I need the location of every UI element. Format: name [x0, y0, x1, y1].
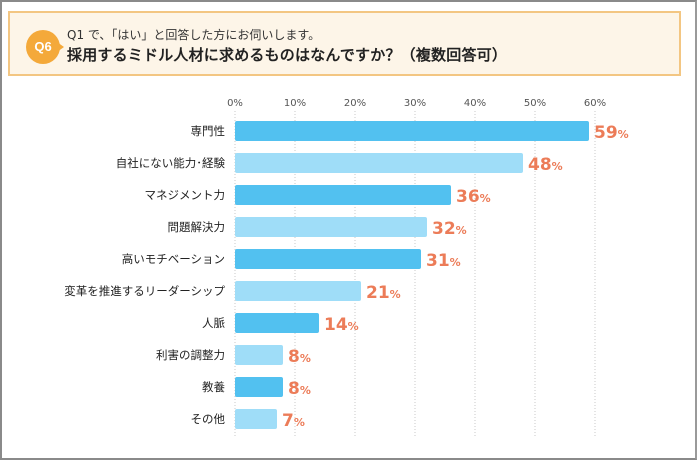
data-label-unit: % — [552, 160, 563, 173]
bar — [235, 377, 283, 397]
bar — [235, 185, 451, 205]
data-label-unit: % — [390, 288, 401, 301]
data-label-value: 14 — [324, 315, 348, 335]
question-header: Q6 Q1 で、「はい」と回答した方にお伺いします。 採用するミドル人材に求める… — [8, 11, 681, 76]
data-label: 8% — [288, 347, 311, 367]
x-tick-label: 60% — [584, 98, 606, 109]
x-tick-label: 0% — [227, 98, 243, 109]
data-label-value: 8 — [288, 347, 300, 367]
bar — [235, 121, 589, 141]
category-label: 利害の調整力 — [156, 348, 225, 362]
data-label-unit: % — [294, 416, 305, 429]
data-label-value: 7 — [282, 411, 294, 431]
category-label: 自社にない能力･経験 — [116, 156, 226, 170]
data-label: 8% — [288, 379, 311, 399]
data-label-value: 31 — [426, 251, 450, 271]
data-label-value: 48 — [528, 155, 552, 175]
data-label-unit: % — [456, 224, 467, 237]
data-label: 31% — [426, 251, 461, 271]
bar — [235, 153, 523, 173]
data-label-unit: % — [480, 192, 491, 205]
x-tick-label: 50% — [524, 98, 546, 109]
category-label: 専門性 — [191, 124, 226, 138]
data-label-unit: % — [618, 128, 629, 141]
x-tick-label: 40% — [464, 98, 486, 109]
category-label: 変革を推進するリーダーシップ — [64, 284, 225, 298]
data-label-unit: % — [300, 352, 311, 365]
data-label: 21% — [366, 283, 401, 303]
data-label: 32% — [432, 219, 467, 239]
bar — [235, 409, 277, 429]
data-label: 7% — [282, 411, 305, 431]
category-label: 人脈 — [202, 316, 225, 330]
data-label-value: 36 — [456, 187, 480, 207]
data-label-unit: % — [300, 384, 311, 397]
data-label-unit: % — [348, 320, 359, 333]
data-label-value: 21 — [366, 283, 390, 303]
question-subtitle: Q1 で、「はい」と回答した方にお伺いします。 — [67, 28, 321, 42]
category-label: 教養 — [202, 380, 225, 394]
speech-tail-icon — [57, 42, 64, 52]
data-label-value: 8 — [288, 379, 300, 399]
data-label-value: 32 — [432, 219, 456, 239]
bar — [235, 345, 283, 365]
category-label: 問題解決力 — [168, 220, 226, 234]
category-label: その他 — [191, 412, 226, 426]
data-label-value: 59 — [594, 123, 618, 143]
question-title: 採用するミドル人材に求めるものはなんですか？（複数回答可） — [67, 46, 508, 64]
x-tick-label: 10% — [284, 98, 306, 109]
category-label: 高いモチベーション — [122, 252, 225, 266]
bar — [235, 249, 421, 269]
data-label-unit: % — [450, 256, 461, 269]
data-label: 59% — [594, 123, 629, 143]
x-tick-label: 30% — [404, 98, 426, 109]
bar — [235, 313, 319, 333]
question-badge: Q6 — [26, 30, 60, 64]
bar — [235, 281, 361, 301]
data-label: 36% — [456, 187, 491, 207]
x-tick-label: 20% — [344, 98, 366, 109]
bar — [235, 217, 427, 237]
data-label: 48% — [528, 155, 563, 175]
category-label: マネジメント力 — [145, 188, 226, 202]
data-label: 14% — [324, 315, 359, 335]
